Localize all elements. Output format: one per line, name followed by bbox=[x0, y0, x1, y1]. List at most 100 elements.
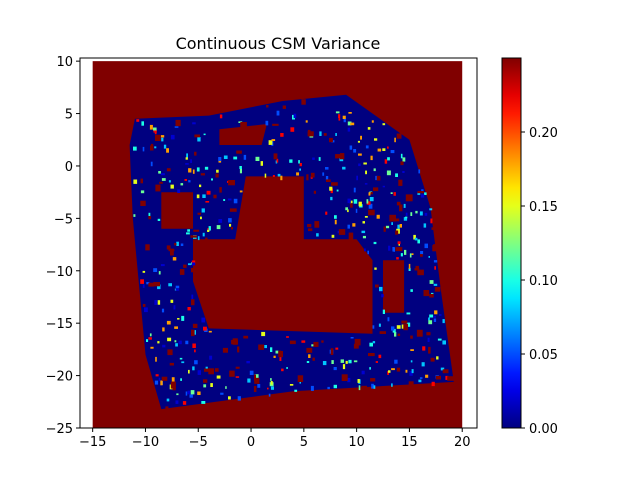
high-variance-cell bbox=[398, 179, 403, 186]
variance-cell bbox=[181, 315, 185, 321]
variance-cell bbox=[410, 360, 413, 363]
variance-cell bbox=[181, 361, 185, 364]
variance-cell bbox=[375, 175, 378, 181]
variance-cell bbox=[161, 308, 165, 313]
variance-cell bbox=[150, 346, 154, 349]
variance-cell bbox=[211, 178, 213, 181]
variance-cell bbox=[327, 386, 330, 390]
variance-cell bbox=[270, 347, 273, 352]
variance-cell bbox=[379, 286, 383, 292]
variance-cell bbox=[421, 362, 425, 367]
variance-cell bbox=[358, 385, 361, 391]
high-variance-cell bbox=[230, 227, 233, 230]
high-variance-cell bbox=[307, 131, 314, 137]
variance-cell bbox=[264, 345, 267, 349]
variance-cell bbox=[197, 370, 201, 375]
variance-cell bbox=[364, 248, 366, 252]
variance-cell bbox=[330, 196, 333, 201]
high-variance-cell bbox=[237, 346, 240, 353]
variance-cell bbox=[398, 243, 400, 246]
variance-cell bbox=[162, 327, 165, 332]
high-variance-cell bbox=[204, 368, 211, 372]
variance-cell bbox=[402, 171, 405, 173]
variance-cell bbox=[419, 211, 423, 216]
high-variance-cell bbox=[140, 178, 143, 184]
variance-cell bbox=[342, 115, 346, 119]
high-variance-cell bbox=[370, 378, 376, 382]
variance-cell bbox=[403, 203, 406, 208]
x-tick-label: 5 bbox=[300, 435, 308, 450]
variance-cell bbox=[289, 159, 293, 163]
variance-cell bbox=[374, 138, 378, 141]
variance-cell bbox=[255, 156, 260, 161]
high-variance-cell bbox=[353, 343, 359, 349]
variance-cell bbox=[395, 173, 398, 177]
variance-cell bbox=[190, 390, 195, 395]
variance-cell bbox=[186, 153, 188, 158]
variance-cell bbox=[270, 381, 273, 385]
variance-cell bbox=[142, 270, 146, 273]
variance-cell bbox=[140, 279, 144, 284]
variance-cell bbox=[192, 169, 195, 174]
variance-cell bbox=[247, 378, 251, 383]
high-variance-cell bbox=[310, 172, 315, 178]
high-variance-cell bbox=[383, 226, 386, 232]
variance-cell bbox=[393, 192, 396, 196]
variance-cell bbox=[166, 320, 171, 325]
variance-cell bbox=[348, 359, 352, 364]
high-variance-cell bbox=[431, 227, 436, 230]
high-variance-cell bbox=[434, 287, 441, 292]
variance-cell bbox=[431, 381, 435, 387]
variance-cell bbox=[203, 133, 206, 136]
variance-cell bbox=[440, 367, 445, 371]
variance-cell bbox=[411, 369, 414, 374]
high-variance-cell bbox=[405, 194, 413, 202]
variance-cell bbox=[372, 325, 375, 329]
variance-cell bbox=[394, 359, 398, 364]
colorbar-tick-label: 0.20 bbox=[529, 126, 558, 141]
high-variance-cell bbox=[229, 370, 235, 377]
variance-cell bbox=[365, 145, 369, 149]
variance-cell bbox=[325, 211, 328, 215]
variance-cell bbox=[166, 148, 169, 153]
high-variance-cell bbox=[192, 323, 198, 328]
variance-cell bbox=[322, 361, 327, 366]
variance-cell bbox=[180, 243, 184, 246]
variance-cell bbox=[294, 389, 298, 392]
variance-cell bbox=[306, 361, 310, 363]
variance-cell bbox=[391, 383, 393, 387]
variance-cell bbox=[358, 153, 362, 156]
high-variance-cell bbox=[200, 173, 205, 176]
variance-cell bbox=[223, 155, 228, 159]
high-variance-cell bbox=[219, 187, 222, 193]
variance-cell bbox=[216, 375, 221, 379]
variance-cell bbox=[422, 346, 426, 351]
high-variance-cell bbox=[153, 282, 160, 287]
high-variance-cell bbox=[420, 254, 423, 257]
variance-cell bbox=[382, 185, 385, 188]
high-variance-cell bbox=[155, 184, 161, 192]
variance-cell bbox=[409, 371, 413, 376]
high-variance-cell bbox=[191, 267, 194, 273]
variance-cell bbox=[190, 159, 192, 163]
high-variance-cell bbox=[307, 224, 312, 228]
variance-cell bbox=[188, 263, 191, 266]
variance-cell bbox=[218, 219, 223, 223]
variance-cell bbox=[158, 171, 161, 174]
variance-cell bbox=[401, 324, 404, 329]
high-variance-cell bbox=[323, 133, 327, 136]
variance-cell bbox=[367, 250, 369, 255]
variance-cell bbox=[347, 121, 352, 126]
variance-cell bbox=[207, 229, 210, 232]
variance-cell bbox=[400, 253, 403, 257]
high-variance-cell bbox=[373, 187, 379, 192]
variance-cell bbox=[170, 299, 174, 303]
high-variance-cell bbox=[166, 168, 171, 172]
high-variance-cell bbox=[408, 381, 414, 385]
variance-cell bbox=[331, 360, 334, 364]
high-variance-cell bbox=[379, 331, 386, 334]
variance-cell bbox=[204, 166, 209, 170]
variance-cell bbox=[182, 401, 187, 405]
variance-cell bbox=[174, 126, 179, 128]
axes: −15 −10 −5 0 5 10 15 20 10 5 0 −5 −10 −15 −20 −25 bbox=[46, 55, 478, 450]
